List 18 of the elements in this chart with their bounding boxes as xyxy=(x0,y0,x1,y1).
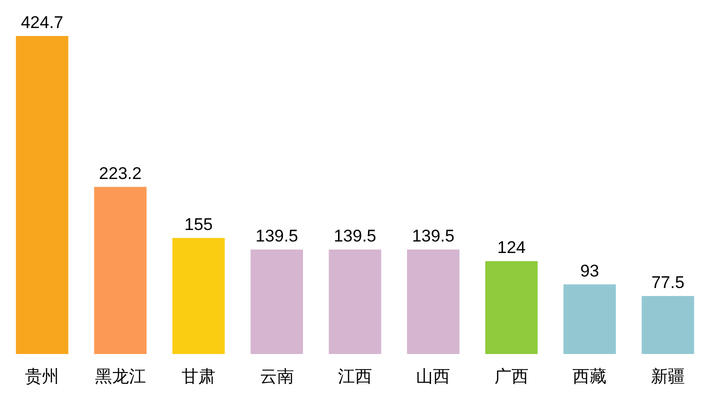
x-tick-label: 山西 xyxy=(416,367,450,386)
data-label: 139.5 xyxy=(412,226,454,246)
data-label: 139.5 xyxy=(334,226,376,246)
x-tick-label: 广西 xyxy=(494,367,528,386)
x-tick-label: 贵州 xyxy=(25,367,60,386)
x-tick-label: 江西 xyxy=(338,367,372,386)
x-tick-label: 黑龙江 xyxy=(94,367,146,386)
data-label: 155 xyxy=(184,214,213,234)
data-label: 139.5 xyxy=(256,226,298,246)
x-tick-label: 新疆 xyxy=(650,367,685,386)
data-label: 93 xyxy=(580,261,600,280)
data-label: 77.5 xyxy=(651,272,684,292)
data-label: 124 xyxy=(497,238,526,258)
x-tick-label: 西藏 xyxy=(572,367,607,386)
x-tick-label: 云南 xyxy=(260,367,294,386)
x-tick-label: 甘肃 xyxy=(182,367,216,386)
data-label: 223.2 xyxy=(99,164,142,183)
data-label: 424.7 xyxy=(20,13,64,32)
